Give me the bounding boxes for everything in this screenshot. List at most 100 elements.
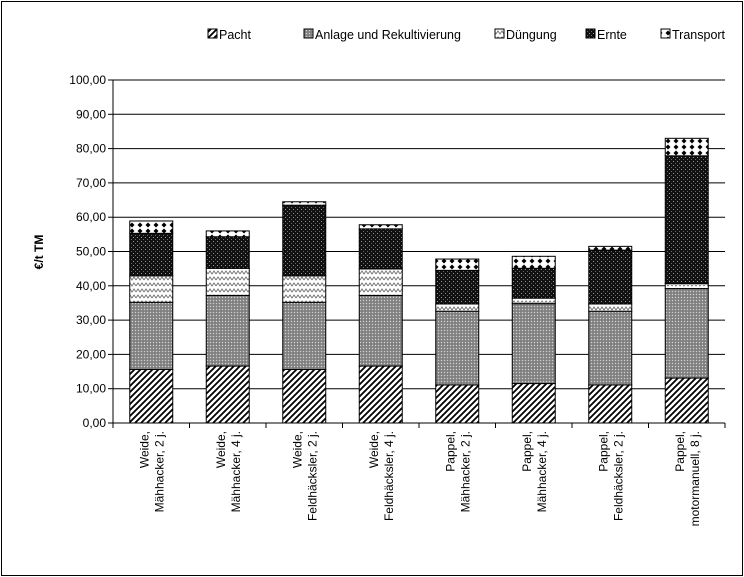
y-tick-label: 10,00 [76, 382, 106, 396]
bar-segment-anlage-und-rekultivierung [664, 288, 709, 379]
x-category-line: Pappel, [596, 431, 610, 472]
x-category-line: Mähhacker, 4 j. [229, 431, 243, 512]
y-tick-label: 40,00 [76, 279, 106, 293]
legend-label: Transport [672, 28, 726, 42]
bar-segment-pacht [588, 384, 633, 424]
x-category-label: Pappel,Feldhäcksler, 2 j. [596, 431, 625, 521]
y-tick-label: 80,00 [76, 142, 106, 156]
bar-segment-düngung [588, 303, 633, 312]
bar-segment-anlage-und-rekultivierung [205, 294, 250, 367]
bar-segment-pacht [511, 383, 556, 424]
x-category-line: Weide, [214, 431, 228, 468]
bar-segment-düngung [129, 275, 174, 303]
x-category-line: motormanuell, 8 j. [688, 431, 702, 526]
legend-label: Ernte [597, 28, 627, 42]
x-category-label: Weide,Mähhacker, 2 j. [137, 431, 166, 512]
x-category-line: Pappel, [673, 431, 687, 472]
bars [129, 137, 709, 424]
y-axis-title: €/t TM [32, 235, 46, 270]
x-category-text: Pappel,motormanuell, 8 j. [673, 431, 702, 526]
x-category-line: Feldhäcksler, 2 j. [611, 431, 625, 521]
bar-segment-transport [129, 220, 174, 234]
bar-segment-ernte [435, 269, 480, 305]
x-category-line: Feldhäcksler, 2 j. [305, 431, 319, 521]
x-category-text: Weide,Mähhacker, 4 j. [214, 431, 243, 512]
x-category-line: Mähhacker, 2 j. [152, 431, 166, 512]
bar-segment-ernte [664, 155, 709, 284]
x-category-label: Weide,Mähhacker, 4 j. [214, 431, 243, 512]
bar-segment-pacht [664, 377, 709, 424]
bar-segment-düngung [282, 275, 327, 303]
bar-segment-düngung [205, 267, 250, 296]
bar-segment-transport [358, 224, 403, 230]
legend-swatch [303, 28, 314, 39]
x-category-line: Mähhacker, 4 j. [535, 431, 549, 512]
bar-segment-transport [588, 245, 633, 251]
x-category-line: Weide, [137, 431, 151, 468]
x-category-text: Weide,Feldhäcksler, 2 j. [290, 431, 319, 521]
legend-item-anlage-und-rekultivierung: Anlage und Rekultivierung [303, 28, 461, 42]
bar-segment-transport [435, 258, 480, 271]
gridlines [113, 79, 725, 390]
x-category-label: Pappel,motormanuell, 8 j. [673, 431, 702, 526]
y-tick-label: 20,00 [76, 347, 106, 361]
x-category-label: Pappel,Mähhacker, 4 j. [520, 431, 549, 512]
bar-segment-transport [205, 230, 250, 238]
legend-item-transport: Transport [660, 28, 726, 42]
x-category-line: Feldhäcksler, 4 j. [382, 431, 396, 521]
legend-label: Pacht [219, 28, 251, 42]
bar-segment-anlage-und-rekultivierung [435, 310, 480, 386]
bar-segment-anlage-und-rekultivierung [282, 301, 327, 370]
bar-segment-pacht [205, 365, 250, 424]
x-category-label: Pappel,Mähhacker, 2 j. [443, 431, 472, 512]
x-category-line: Pappel, [520, 431, 534, 472]
bar-segment-transport [511, 255, 556, 269]
bar-segment-ernte [205, 236, 250, 269]
x-category-line: Mähhacker, 2 j. [458, 431, 472, 512]
bar-segment-pacht [282, 368, 327, 424]
x-category-text: Weide,Mähhacker, 2 j. [137, 431, 166, 512]
x-category-text: Pappel,Feldhäcksler, 2 j. [596, 431, 625, 521]
legend-swatch [660, 28, 671, 39]
bar-segment-ernte [129, 232, 174, 277]
y-tick-label: 70,00 [76, 176, 106, 190]
bar-segment-pacht [129, 368, 174, 424]
y-axis-ticks: 0,00 10,00 20,00 30,00 40,00 50,00 60,00 70,00 8… [69, 73, 113, 430]
bar-segment-anlage-und-rekultivierung [588, 310, 633, 386]
bar-segment-düngung [358, 268, 403, 296]
bar-segment-düngung [664, 282, 709, 290]
legend-item-ernte: Ernte [585, 28, 627, 42]
legend-label: Anlage und Rekultivierung [315, 28, 461, 42]
bar-segment-anlage-und-rekultivierung [129, 301, 174, 370]
y-tick-label: 0,00 [83, 416, 107, 430]
x-category-text: Pappel,Mähhacker, 2 j. [443, 431, 472, 512]
bar-segment-transport [282, 201, 327, 206]
bar-segment-pacht [358, 365, 403, 424]
legend-label: Düngung [506, 28, 557, 42]
bar-segment-ernte [511, 267, 556, 299]
legend-item-pacht: Pacht [207, 28, 251, 42]
bar-segment-düngung [435, 303, 480, 312]
y-tick-label: 90,00 [76, 107, 106, 121]
legend-swatch [494, 28, 505, 39]
x-category-label: Weide,Feldhäcksler, 2 j. [290, 431, 319, 521]
axes [112, 80, 726, 428]
legend: Pacht Anlage und Rekultivierung Düngung Ern… [207, 28, 726, 42]
bar-segment-düngung [511, 297, 556, 305]
y-tick-label: 50,00 [76, 245, 106, 259]
bar-segment-transport [664, 137, 709, 157]
x-category-line: Weide, [290, 431, 304, 468]
bar-segment-anlage-und-rekultivierung [511, 303, 556, 385]
x-category-text: Pappel,Mähhacker, 4 j. [520, 431, 549, 512]
bar-segment-ernte [358, 228, 403, 270]
bar-segment-anlage-und-rekultivierung [358, 294, 403, 367]
legend-item-düngung: Düngung [494, 28, 557, 42]
y-tick-label: 100,00 [69, 73, 106, 87]
legend-swatch [207, 28, 218, 39]
y-tick-label: 60,00 [76, 210, 106, 224]
y-tick-label: 30,00 [76, 313, 106, 327]
x-category-label: Weide,Feldhäcksler, 4 j. [367, 431, 396, 521]
bar-segment-pacht [435, 384, 480, 424]
